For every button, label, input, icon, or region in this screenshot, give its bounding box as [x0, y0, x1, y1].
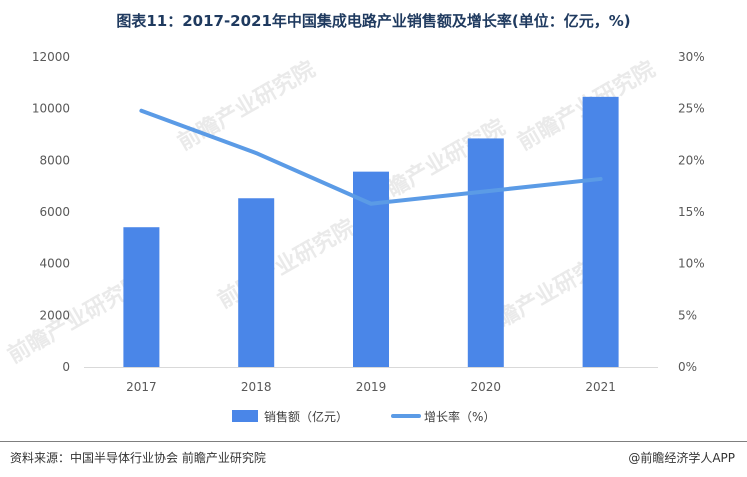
bar-2021 — [582, 96, 619, 368]
bar-series — [123, 96, 619, 368]
legend-label-growth: 增长率（%） — [424, 409, 495, 424]
y-right-tick-label: 15% — [678, 205, 705, 219]
x-tick-label: 2017 — [126, 380, 157, 394]
y-left-tick-label: 4000 — [39, 257, 70, 271]
watermark-text: 前瞻产业研究院 — [173, 56, 319, 156]
y-right-tick-label: 5% — [678, 308, 697, 322]
line-series — [139, 108, 603, 206]
legend-swatch-sales — [232, 410, 258, 422]
bar-2018 — [238, 198, 275, 367]
bar-2020 — [467, 138, 504, 367]
y-axis-right: 0% 5% 10% 15% 20% 25% 30% — [678, 50, 705, 374]
legend-label-sales: 销售额（亿元） — [264, 409, 348, 424]
y-left-tick-label: 2000 — [39, 308, 70, 322]
y-right-tick-label: 10% — [678, 257, 705, 271]
y-left-tick-label: 6000 — [39, 205, 70, 219]
x-tick-label: 2019 — [356, 380, 387, 394]
chart-title: 图表11：2017-2021年中国集成电路产业销售额及增长率(单位：亿元，%) — [116, 12, 631, 30]
x-tick-label: 2018 — [241, 380, 272, 394]
x-axis: 2017 2018 2019 2020 2021 — [126, 380, 616, 394]
x-tick-label: 2020 — [471, 380, 502, 394]
x-tick-label: 2021 — [585, 380, 616, 394]
watermarks: 前瞻产业研究院前瞻产业研究院前瞻产业研究院前瞻产业研究院前瞻产业研究院前瞻产业研… — [3, 56, 659, 369]
bar-2017 — [123, 227, 160, 367]
legend: 销售额（亿元） 增长率（%） — [232, 409, 495, 424]
y-axis-left: 0 2000 4000 6000 8000 10000 12000 — [32, 50, 70, 374]
y-right-tick-label: 30% — [678, 50, 705, 64]
watermark-text: 前瞻产业研究院 — [213, 214, 359, 314]
y-left-tick-label: 8000 — [39, 153, 70, 167]
y-right-tick-label: 0% — [678, 360, 697, 374]
footer-divider — [0, 441, 747, 442]
y-right-tick-label: 25% — [678, 102, 705, 116]
y-left-tick-label: 10000 — [32, 102, 70, 116]
y-left-tick-label: 12000 — [32, 50, 70, 64]
y-right-tick-label: 20% — [678, 153, 705, 167]
copyright-note: @前瞻经济学人APP — [628, 451, 735, 465]
source-note: 资料来源：中国半导体行业协会 前瞻产业研究院 — [10, 451, 266, 465]
y-left-tick-label: 0 — [62, 360, 70, 374]
